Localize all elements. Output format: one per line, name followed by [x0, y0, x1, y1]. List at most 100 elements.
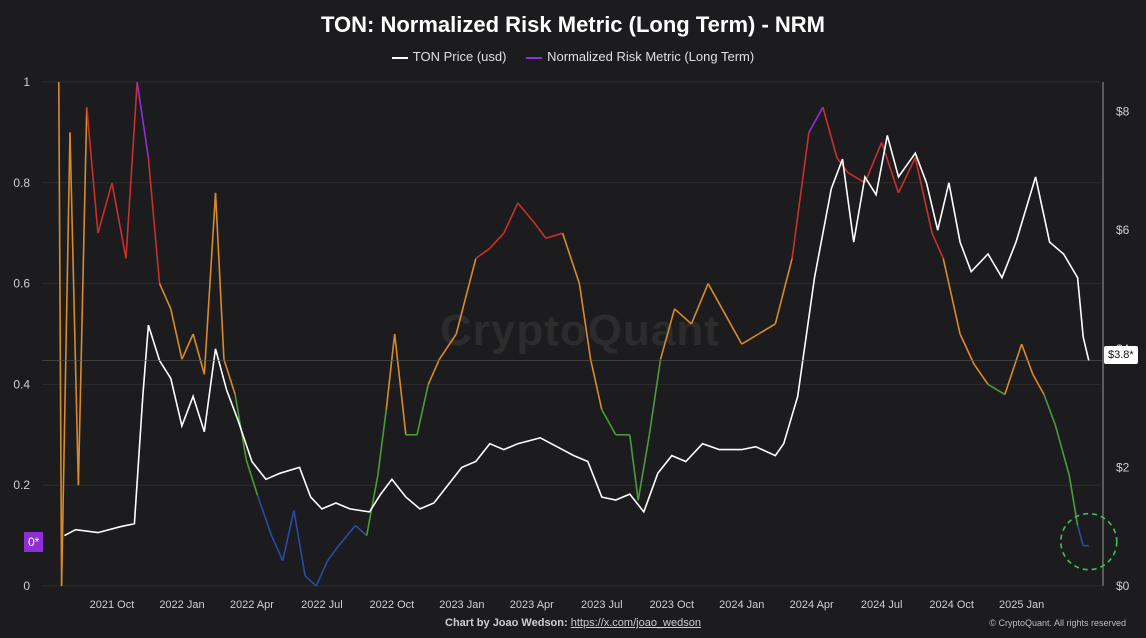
price-value-tag: $3.8* — [1104, 346, 1138, 364]
risk-series-segment — [385, 333, 396, 410]
risk-series-segment — [545, 232, 563, 240]
risk-series-segment — [561, 232, 581, 284]
risk-series-segment — [628, 434, 639, 501]
risk-series-segment — [648, 359, 662, 435]
risk-series-segment — [427, 358, 441, 385]
risk-series-segment — [203, 192, 217, 375]
risk-series-segment — [533, 222, 547, 239]
risk-series-segment — [489, 232, 505, 249]
risk-series-segment — [377, 409, 388, 476]
risk-series-segment — [1004, 343, 1023, 395]
risk-series-segment — [214, 192, 225, 360]
risk-series-segment — [707, 283, 723, 310]
risk-series-segment — [245, 459, 259, 496]
risk-series-segment — [393, 333, 407, 435]
x-tick-label: 2024 Jan — [719, 599, 764, 611]
risk-series-segment — [836, 157, 849, 174]
risk-series-segment — [256, 495, 273, 536]
highlight-circle — [1060, 512, 1118, 571]
risk-series-segment — [354, 524, 368, 537]
risk-series-segment — [326, 545, 340, 562]
risk-series-segment — [338, 525, 357, 547]
legend: TON Price (usd) Normalized Risk Metric (… — [0, 49, 1146, 64]
risk-series-segment — [147, 157, 161, 284]
risk-series-segment — [455, 258, 477, 335]
x-tick-label: 2024 Apr — [790, 599, 834, 611]
risk-series-segment — [1076, 525, 1084, 546]
footer-credit: Chart by Joao Wedson: https://x.com/joao… — [0, 617, 1146, 629]
risk-series-segment — [1020, 343, 1034, 375]
x-tick-label: 2024 Jul — [861, 599, 903, 611]
legend-label-price: TON Price (usd) — [412, 49, 507, 64]
risk-series-segment — [416, 384, 430, 435]
risk-series-segment — [791, 132, 810, 259]
legend-item-risk[interactable]: Normalized Risk Metric (Long Term) — [526, 49, 754, 64]
risk-series-segment — [942, 258, 961, 335]
x-tick-label: 2022 Apr — [230, 599, 274, 611]
x-tick-label: 2023 Apr — [510, 599, 554, 611]
footer-prefix: Chart by Joao Wedson: — [445, 617, 568, 629]
risk-series-segment — [1032, 373, 1045, 395]
risk-series-segment — [97, 182, 113, 234]
risk-series-segment — [315, 560, 329, 587]
footer-link[interactable]: https://x.com/joao_wedson — [570, 617, 701, 629]
risk-series-segment — [475, 247, 491, 260]
risk-series-segment — [503, 202, 519, 234]
risk-series-segment — [741, 333, 759, 345]
risk-series-segment — [1068, 474, 1079, 526]
legend-swatch-risk — [526, 56, 543, 59]
risk-series-segment — [578, 283, 592, 360]
risk-series-segment — [270, 535, 284, 562]
risk-series-segment — [69, 132, 80, 486]
risk-series-segment — [637, 434, 651, 501]
x-tick-label: 2022 Jul — [301, 599, 343, 611]
risk-series-segment — [987, 383, 1006, 396]
risk-series-segment — [774, 258, 793, 325]
risk-series-segment — [77, 107, 88, 486]
y-left-tick-label: 0.6 — [13, 277, 30, 291]
risk-series-segment — [181, 333, 194, 360]
legend-label-risk: Normalized Risk Metric (Long Term) — [547, 49, 755, 64]
price-series-line — [64, 135, 1090, 537]
legend-swatch-price — [391, 56, 408, 59]
risk-value-tag: 0* — [24, 532, 44, 552]
y-right-tick-label: $6 — [1116, 223, 1130, 237]
x-tick-label: 2025 Jan — [999, 599, 1044, 611]
risk-series-segment — [897, 157, 916, 194]
risk-series-segment — [864, 142, 883, 184]
risk-series-segment — [914, 157, 933, 234]
risk-series-segment — [690, 283, 709, 325]
x-tick-label: 2021 Oct — [90, 599, 135, 611]
risk-series-segment — [808, 106, 824, 133]
risk-series-segment — [158, 283, 172, 310]
y-left-tick-label: 0.4 — [13, 377, 30, 391]
risk-series-segment — [304, 575, 317, 587]
risk-series-segment — [1054, 424, 1070, 476]
risk-series-segment — [758, 323, 776, 335]
y-right-tick-label: $0 — [1116, 579, 1130, 593]
risk-series-segment — [223, 358, 236, 395]
risk-series-segment — [125, 81, 138, 259]
legend-item-price[interactable]: TON Price (usd) — [391, 49, 507, 64]
x-tick-label: 2024 Oct — [929, 599, 974, 611]
risk-series-segment — [973, 363, 989, 385]
risk-series-segment — [847, 172, 866, 184]
risk-series-segment — [822, 106, 838, 158]
risk-series-segment — [281, 510, 295, 561]
risk-series-segment — [959, 333, 975, 365]
risk-series-segment — [169, 308, 183, 360]
y-left-tick-label: 0.8 — [13, 176, 30, 190]
copyright: © CryptoQuant. All rights reserved — [989, 618, 1126, 628]
risk-series-segment — [365, 474, 379, 536]
risk-series-segment — [589, 359, 603, 410]
risk-series-segment — [111, 182, 127, 259]
y-left-tick-label: 0 — [23, 579, 30, 593]
y-left-tick-label: 0.2 — [13, 478, 30, 492]
y-left-tick-label: 1 — [23, 75, 30, 89]
x-tick-label: 2023 Jul — [581, 599, 623, 611]
risk-series-segment — [438, 333, 457, 360]
risk-series-segment — [721, 308, 743, 345]
risk-series-segment — [60, 132, 71, 587]
y-right-tick-label: $2 — [1116, 460, 1130, 474]
